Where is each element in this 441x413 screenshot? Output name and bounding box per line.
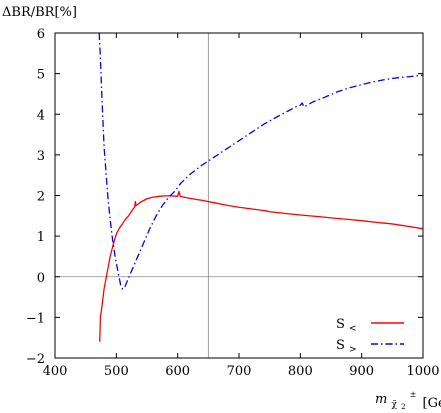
svg-text:S <: S <: [336, 317, 357, 334]
x-axis-title-unit: [GeV]: [423, 396, 441, 409]
legend-label-s-greater-name: S: [336, 338, 345, 353]
series-line-s-greater: [98, 32, 424, 290]
y-tick-label: 3: [37, 149, 45, 164]
x-tick-label: 700: [227, 364, 252, 379]
legend: S < S >: [336, 317, 404, 355]
x-axis-title: m χ̃ 2 ± [GeV]: [375, 386, 441, 411]
y-axis-title: ΔBR/BR[%]: [2, 5, 77, 20]
y-tick-label: −1: [26, 311, 45, 326]
x-axis-title-main: m: [375, 392, 387, 407]
y-tick-label: 1: [37, 230, 45, 245]
x-tick-label: 600: [165, 364, 190, 379]
x-tick-label: 500: [104, 364, 129, 379]
x-tick-label: 400: [43, 364, 68, 379]
y-tick-label: −2: [26, 352, 45, 367]
y-tick-label: 2: [37, 190, 45, 205]
x-axis-title-sup: ±: [410, 390, 417, 399]
legend-label-s-less-sub: <: [349, 324, 357, 334]
y-tick-label: 6: [37, 27, 45, 42]
plot-area: 400 500 600 700 800 900 1000 −2 −1 0 1 2 3 4 5 6: [26, 27, 440, 379]
x-tick-label: 800: [288, 364, 313, 379]
y-tick-label: 0: [37, 271, 45, 286]
svg-text:m χ̃ 2: m χ̃ 2 ± [GeV]: [375, 386, 441, 409]
x-tick-label: 900: [349, 364, 374, 379]
legend-label-s-less-name: S: [336, 317, 345, 332]
x-tick-label: 1000: [406, 364, 439, 379]
legend-entry-s-less: S <: [336, 317, 404, 334]
y-tick-label: 5: [37, 68, 45, 83]
y-tick-label: 4: [37, 108, 45, 123]
x-axis-title-sub: χ̃: [391, 399, 397, 409]
legend-label-s-greater-sub: >: [349, 345, 357, 355]
svg-text:S >: S >: [336, 338, 357, 355]
legend-entry-s-greater: S >: [336, 338, 404, 355]
x-axis-title-subsub: 2: [401, 403, 405, 409]
plot-frame: [54, 32, 424, 359]
series-line-s-less: [99, 190, 424, 342]
